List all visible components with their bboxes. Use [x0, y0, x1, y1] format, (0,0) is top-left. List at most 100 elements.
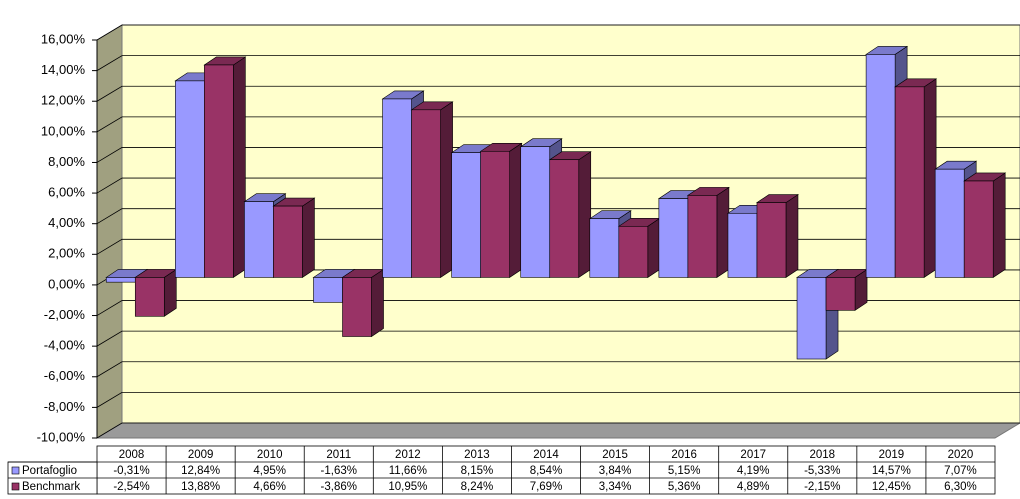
- bar: [963, 172, 1007, 278]
- y-tick-label: 12,00%: [41, 93, 86, 108]
- data-label: -0,31%: [113, 465, 149, 477]
- data-label: 4,66%: [253, 481, 286, 493]
- bar-side: [578, 151, 592, 278]
- data-label: 3,84%: [599, 465, 632, 477]
- y-tick-label: -10,00%: [37, 429, 86, 444]
- bar: [894, 78, 938, 278]
- bar-side: [923, 78, 937, 278]
- data-label: 10,95%: [388, 481, 427, 493]
- grid-line: [96, 177, 1020, 194]
- grid-line: [96, 422, 1020, 439]
- data-label: 11,66%: [389, 465, 427, 477]
- bar-side: [371, 268, 384, 338]
- data-label: -1,63%: [321, 465, 357, 477]
- data-label: 4,19%: [737, 465, 770, 477]
- bar: [755, 194, 799, 278]
- bar-front: [589, 218, 620, 278]
- legend-label: Benchmark: [22, 481, 80, 493]
- bar-side: [992, 172, 1006, 278]
- x-tick-label: 2017: [740, 449, 766, 461]
- data-label: -2,54%: [113, 481, 149, 493]
- data-label: 8,54%: [530, 465, 563, 477]
- bar-side: [647, 217, 661, 278]
- data-label: -5,33%: [804, 465, 840, 477]
- y-tick-label: -8,00%: [44, 399, 86, 414]
- x-tick-label: 2014: [533, 449, 559, 461]
- bar: [134, 268, 178, 317]
- bar: [341, 268, 385, 338]
- grid-line: [96, 116, 1020, 133]
- y-tick-label: 14,00%: [41, 62, 86, 77]
- bar-front: [382, 98, 412, 278]
- y-tick-label: 10,00%: [41, 123, 86, 138]
- bar-front: [175, 80, 205, 278]
- bar-front: [480, 150, 510, 278]
- x-tick-label: 2013: [464, 449, 490, 461]
- bar: [617, 217, 661, 278]
- y-tick-label: 6,00%: [48, 185, 85, 200]
- legend-swatch: [11, 466, 20, 475]
- bar-front: [204, 64, 234, 278]
- bar-front: [549, 159, 580, 278]
- side-wall: [96, 24, 123, 439]
- bar-front: [273, 205, 303, 278]
- bar-front: [105, 277, 136, 283]
- data-label: -3,86%: [321, 481, 357, 493]
- data-label: 8,15%: [461, 465, 494, 477]
- bar-side: [509, 142, 522, 278]
- table-frame: [96, 445, 996, 495]
- data-label: 4,89%: [737, 481, 770, 493]
- y-tick-label: 8,00%: [48, 154, 85, 169]
- data-label: 14,57%: [872, 465, 911, 477]
- bar-front: [756, 202, 787, 278]
- x-tick-label: 2009: [188, 449, 214, 461]
- bar-front: [825, 277, 856, 311]
- y-tick-label: 0,00%: [48, 276, 85, 291]
- data-label: 7,69%: [530, 481, 563, 493]
- data-label: 5,15%: [668, 465, 701, 477]
- y-tick-label: -2,00%: [44, 307, 86, 322]
- data-label: 13,88%: [181, 481, 220, 493]
- bar-front: [244, 201, 274, 278]
- grid-line: [96, 147, 1020, 163]
- grid-line: [96, 55, 1020, 71]
- bar: [479, 142, 523, 278]
- floor: [95, 422, 1020, 439]
- x-tick-label: 2015: [602, 449, 628, 461]
- bar: [203, 56, 247, 278]
- bar: [410, 101, 454, 278]
- x-tick-label: 2010: [257, 449, 283, 461]
- bar-side: [716, 186, 730, 278]
- data-label: 4,95%: [253, 465, 286, 477]
- grid-line: [96, 361, 1020, 378]
- bar-front: [796, 277, 827, 360]
- bar-front: [342, 277, 372, 337]
- bar: [272, 197, 316, 278]
- x-tick-label: 2008: [119, 449, 145, 461]
- bar-front: [618, 225, 649, 278]
- bar-front: [934, 168, 965, 278]
- grid-line: [96, 24, 1020, 41]
- data-label: 3,34%: [599, 481, 632, 493]
- bar-front: [894, 86, 925, 278]
- y-tick-label: 2,00%: [48, 246, 85, 261]
- x-tick-label: 2018: [810, 449, 836, 461]
- bar-side: [440, 101, 453, 278]
- data-label: 8,24%: [461, 481, 494, 493]
- bar: [686, 186, 730, 278]
- legend-swatch: [11, 482, 20, 491]
- bar-front: [313, 277, 343, 303]
- bar-front: [411, 109, 441, 278]
- x-tick-label: 2019: [879, 449, 905, 461]
- grid-line: [96, 85, 1020, 102]
- bar-front: [134, 277, 165, 317]
- x-tick-label: 2020: [948, 449, 974, 461]
- data-label: 12,45%: [872, 481, 911, 493]
- bar: [548, 151, 592, 278]
- data-label: 6,30%: [944, 481, 977, 493]
- bar-front: [520, 146, 551, 278]
- bar-front: [451, 152, 481, 278]
- data-label: 7,07%: [944, 465, 977, 477]
- y-tick-label: 4,00%: [48, 215, 85, 230]
